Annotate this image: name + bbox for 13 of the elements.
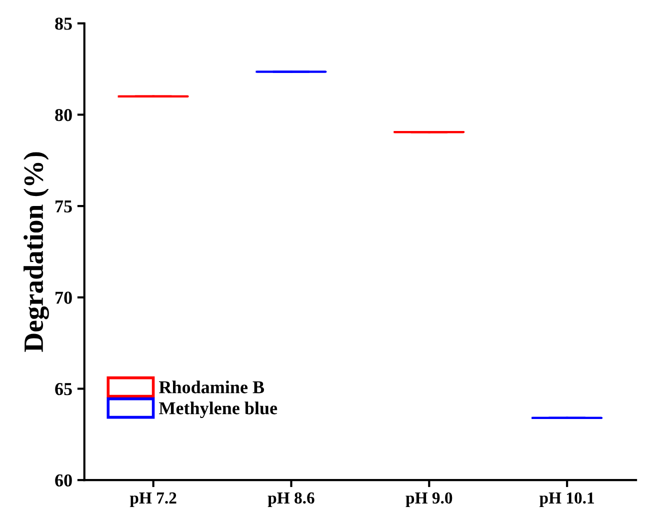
- y-tick-label: 65: [55, 383, 72, 396]
- y-tick-label: 70: [56, 292, 72, 304]
- x-tick-label: pH 7.2: [130, 492, 176, 507]
- y-tick-label: 80: [55, 108, 72, 122]
- legend-label: Rhodamine B: [159, 380, 264, 394]
- y-tick-label: 75: [56, 200, 72, 212]
- legend-label: Methylene blue: [159, 402, 278, 418]
- x-tick-label: pH 9.0: [406, 492, 452, 507]
- x-tick-label: pH 8.6: [268, 492, 314, 507]
- y-axis-title: Degradation (%): [24, 152, 49, 352]
- x-tick-label: pH 10.1: [539, 492, 594, 507]
- y-tick-label: 85: [55, 18, 72, 30]
- y-tick-label: 60: [55, 474, 72, 487]
